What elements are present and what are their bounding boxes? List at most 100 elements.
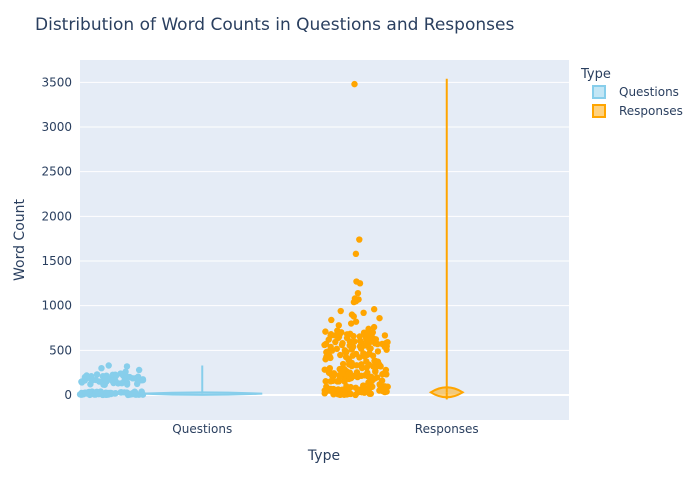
data-point [367, 373, 375, 381]
legend-swatch [592, 85, 606, 99]
x-tick-labels: Questions Responses [172, 422, 478, 436]
y-tick-label: 2000 [41, 209, 72, 223]
data-point [123, 381, 131, 388]
data-point [363, 358, 370, 365]
data-point [352, 391, 359, 399]
y-tick-label: 0 [64, 388, 72, 402]
data-point [105, 362, 112, 369]
data-point [327, 332, 334, 339]
data-point [343, 331, 351, 338]
data-point [351, 338, 358, 345]
data-point [371, 340, 379, 347]
x-axis-title: Type [307, 448, 340, 464]
plot-area [80, 60, 569, 420]
data-point [337, 351, 344, 359]
data-point [330, 390, 337, 398]
data-point [103, 378, 110, 385]
data-point [118, 379, 126, 387]
data-point [92, 376, 100, 384]
data-point [363, 364, 370, 371]
data-point [348, 362, 356, 370]
data-point [341, 378, 348, 385]
violin-body [142, 391, 263, 396]
data-point [111, 377, 119, 384]
data-point [338, 329, 345, 336]
data-point [347, 390, 354, 398]
data-point [334, 386, 342, 393]
data-point [352, 318, 360, 325]
data-point [381, 386, 388, 393]
data-point [338, 341, 346, 349]
data-point [328, 372, 336, 379]
data-point [335, 378, 343, 385]
y-axis-title: Word Count [12, 198, 28, 281]
data-point [383, 346, 390, 353]
y-tick-label: 1500 [41, 254, 72, 268]
data-point [376, 381, 383, 388]
legend-title: Type [580, 67, 611, 82]
data-point [369, 352, 377, 360]
data-point [322, 378, 329, 385]
data-point [330, 385, 337, 393]
violins [76, 78, 465, 400]
data-point [364, 329, 371, 337]
data-point [76, 391, 84, 398]
y-tick-label: 3500 [41, 75, 72, 89]
data-point [134, 378, 141, 386]
data-point [107, 390, 115, 398]
data-point [353, 369, 361, 376]
data-point [356, 354, 363, 361]
data-point [381, 332, 389, 339]
chart-title: Distribution of Word Counts in Questions… [35, 15, 514, 35]
data-point [352, 250, 360, 258]
data-point [134, 373, 142, 380]
data-point [321, 390, 328, 397]
data-point [342, 353, 350, 361]
data-point [358, 361, 365, 368]
data-point [376, 361, 383, 368]
data-point [327, 343, 334, 351]
data-point [383, 371, 390, 378]
data-point [322, 328, 329, 335]
data-point [356, 236, 363, 243]
data-point [342, 348, 349, 356]
data-point [351, 80, 358, 88]
data-point [87, 381, 94, 388]
legend: Type Questions Responses [580, 67, 683, 118]
x-tick-label: Questions [172, 422, 232, 436]
data-point [347, 374, 355, 382]
data-point [83, 372, 90, 379]
violin-responses [321, 78, 465, 400]
data-point [364, 351, 371, 358]
y-tick-label: 500 [49, 343, 72, 357]
data-point [122, 372, 130, 379]
data-point [346, 369, 354, 376]
data-point [358, 372, 365, 380]
data-point [347, 320, 355, 327]
data-point [350, 298, 358, 306]
data-point [373, 374, 381, 381]
data-point [328, 316, 335, 324]
data-point [339, 360, 347, 368]
data-point [327, 378, 334, 385]
data-point [325, 385, 332, 393]
data-point [374, 348, 382, 355]
data-point [350, 313, 357, 320]
data-point [369, 329, 377, 336]
data-point [335, 322, 342, 329]
data-point [366, 385, 373, 392]
data-point [98, 364, 105, 372]
data-point [372, 367, 379, 375]
data-point [333, 331, 340, 339]
x-tick-label: Responses [415, 422, 479, 436]
data-point [337, 307, 344, 315]
data-point [348, 346, 356, 353]
data-point [325, 354, 332, 361]
data-point [83, 390, 91, 397]
legend-swatch [592, 104, 606, 118]
legend-label: Questions [619, 85, 679, 99]
data-point [103, 390, 110, 397]
data-point [344, 385, 352, 392]
y-tick-label: 3000 [41, 120, 72, 134]
